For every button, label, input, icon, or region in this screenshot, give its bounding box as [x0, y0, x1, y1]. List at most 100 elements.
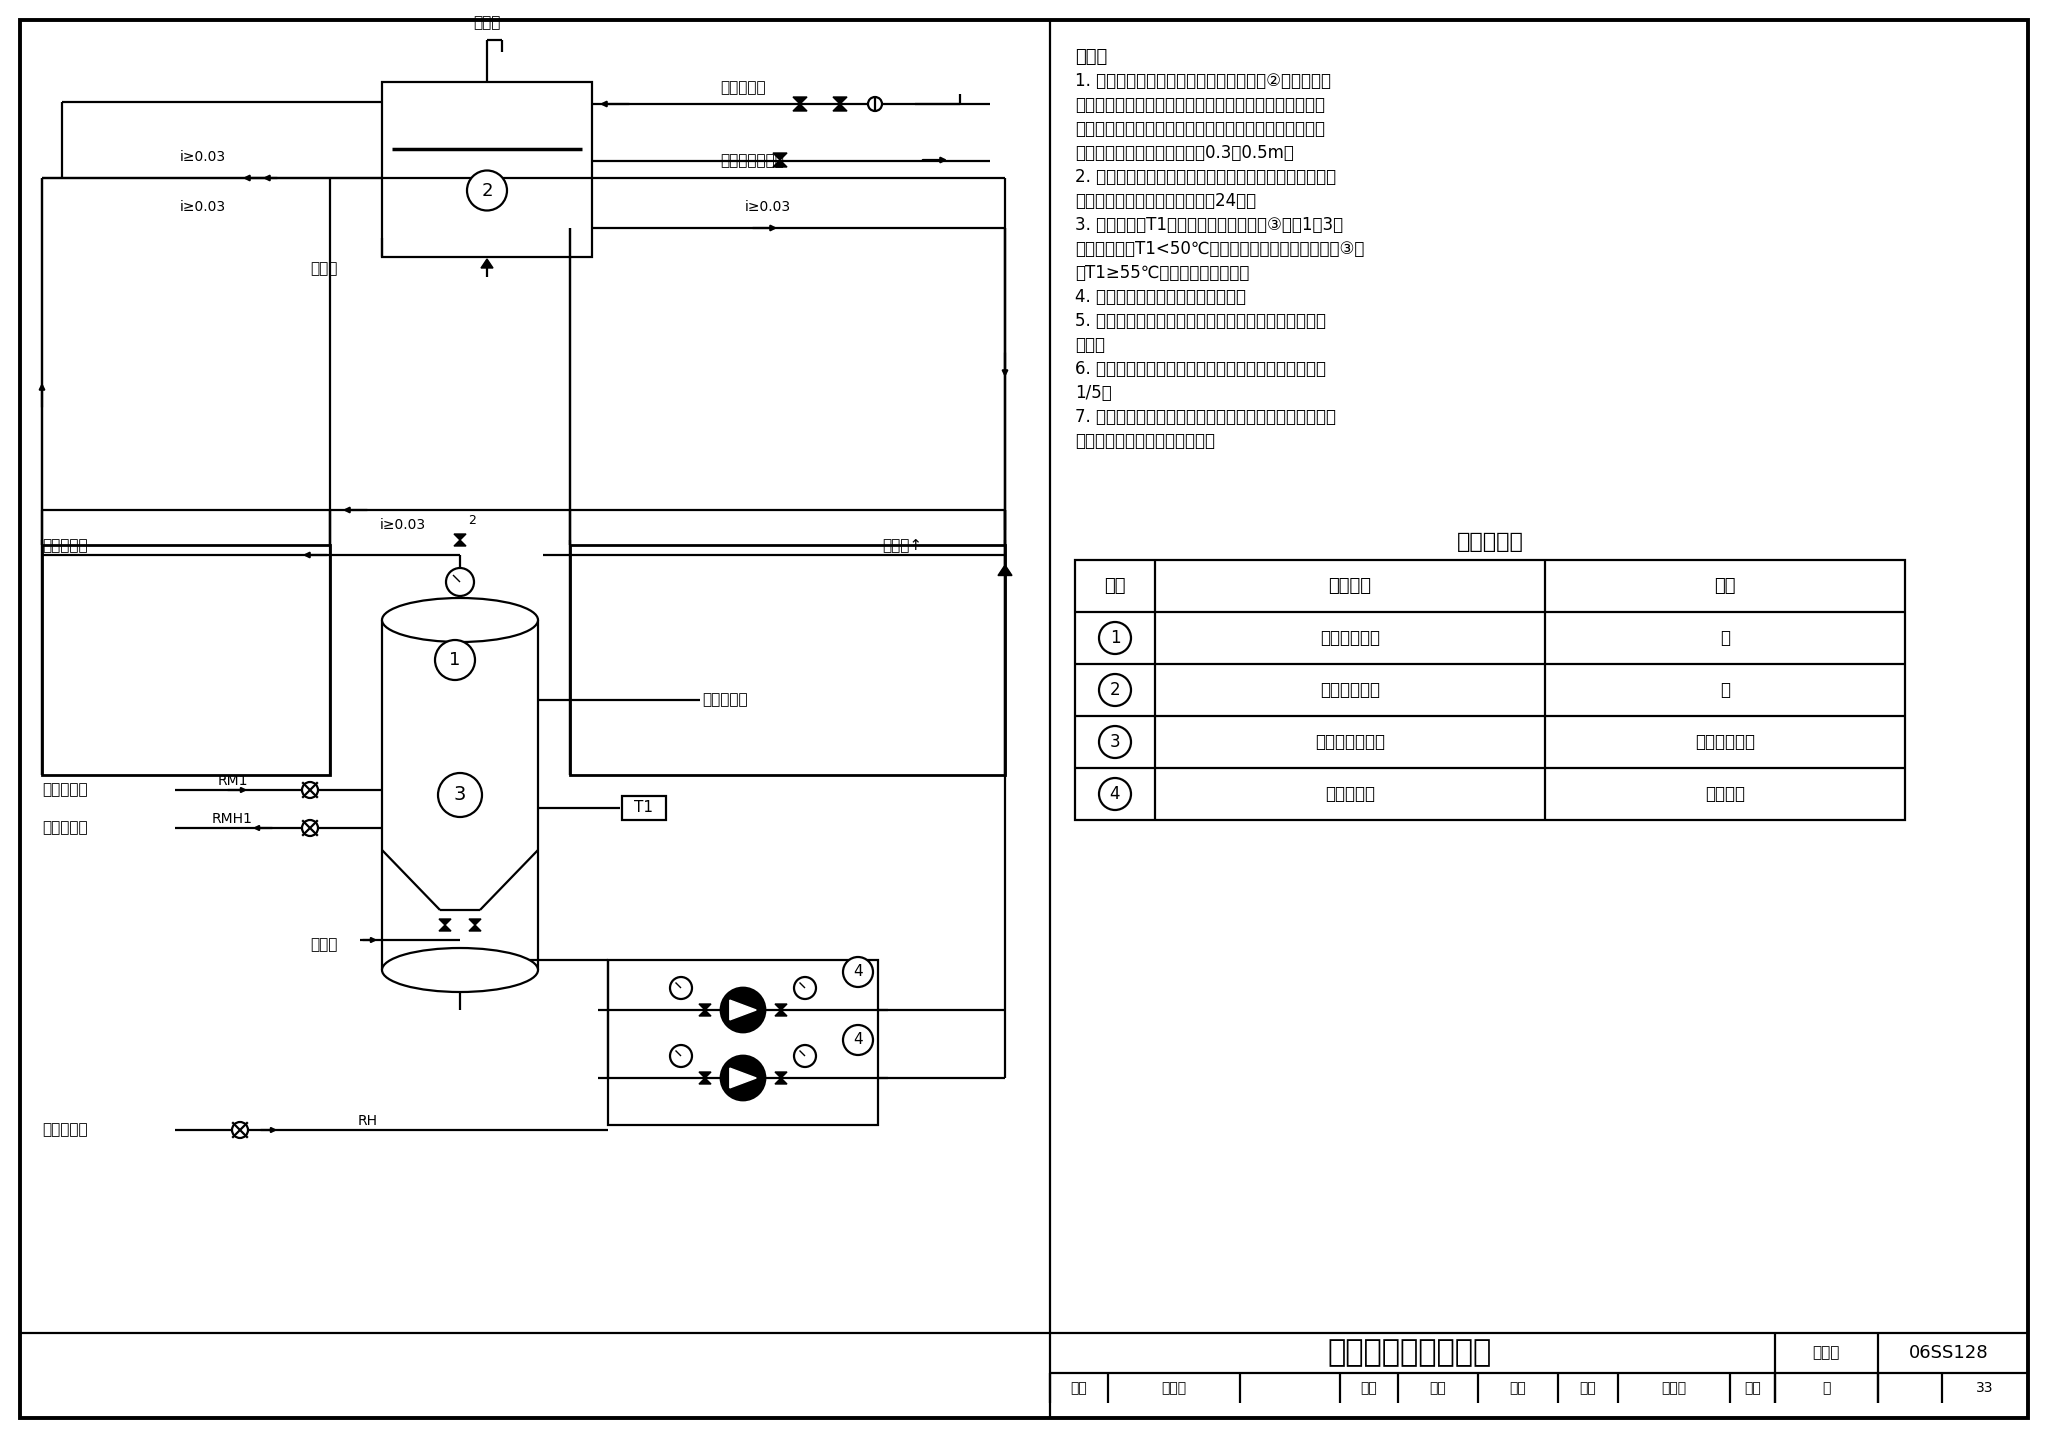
- Text: －: －: [1720, 682, 1731, 699]
- Text: 热水加压泵: 热水加压泵: [1325, 785, 1374, 802]
- Text: 孙峰峰: 孙峰峰: [1661, 1380, 1688, 1395]
- Text: 设备名称: 设备名称: [1329, 577, 1372, 595]
- Text: i≥0.03: i≥0.03: [180, 200, 225, 214]
- Polygon shape: [698, 1071, 711, 1078]
- Text: 高度应满足系统最不利点水压。当高位贮热水箱的设置高: 高度应满足系统最不利点水压。当高位贮热水箱的设置高: [1075, 96, 1325, 114]
- Circle shape: [438, 774, 481, 817]
- Text: 图集号: 图集号: [1812, 1346, 1839, 1360]
- Text: 高位贮热水箱: 高位贮热水箱: [1321, 682, 1380, 699]
- Text: 3: 3: [455, 785, 467, 804]
- Circle shape: [467, 171, 508, 210]
- Text: 郑瑞澄: 郑瑞澄: [1161, 1380, 1186, 1395]
- Text: 6. 生活给水总管的进水管顶部打孔，孔径不小于管径的: 6. 生活给水总管的进水管顶部打孔，孔径不小于管径的: [1075, 360, 1325, 378]
- Text: 审核: 审核: [1071, 1380, 1087, 1395]
- Bar: [608, 961, 879, 1125]
- Circle shape: [844, 1025, 872, 1055]
- Polygon shape: [438, 925, 451, 930]
- Circle shape: [721, 988, 766, 1032]
- Bar: [569, 769, 1006, 775]
- Polygon shape: [469, 919, 481, 925]
- Text: 2: 2: [469, 513, 475, 526]
- Text: 热媒供水管: 热媒供水管: [43, 782, 88, 798]
- Text: 生活给水管: 生活给水管: [721, 81, 766, 95]
- Text: 1: 1: [1110, 628, 1120, 647]
- Polygon shape: [455, 533, 467, 541]
- Bar: [569, 738, 1006, 754]
- Text: 1/5。: 1/5。: [1075, 384, 1112, 403]
- Text: RM1: RM1: [217, 774, 248, 788]
- Text: 3: 3: [1110, 733, 1120, 751]
- Polygon shape: [793, 104, 807, 111]
- Polygon shape: [774, 1004, 786, 1009]
- Circle shape: [1100, 726, 1130, 758]
- Text: 何渲: 何渲: [1509, 1380, 1526, 1395]
- Text: 箱底部与集热器顶部的高差为0.3～0.5m。: 箱底部与集热器顶部的高差为0.3～0.5m。: [1075, 144, 1294, 162]
- Polygon shape: [698, 1004, 711, 1009]
- Bar: [43, 738, 330, 754]
- Text: 33: 33: [1976, 1380, 1995, 1395]
- Text: 设计: 设计: [1579, 1380, 1595, 1395]
- Text: 赵峰: 赵峰: [1745, 1380, 1761, 1395]
- Text: 4. 本系统不宜在可能结冰地区使用。: 4. 本系统不宜在可能结冰地区使用。: [1075, 288, 1245, 306]
- Text: 排污管: 排污管: [309, 938, 338, 952]
- Text: 7. 本图是按照全玻璃真空管太阳能集热器横排并联方式、: 7. 本图是按照全玻璃真空管太阳能集热器横排并联方式、: [1075, 408, 1335, 426]
- Text: 4: 4: [1110, 785, 1120, 802]
- Text: 2: 2: [481, 181, 494, 200]
- Text: 06SS128: 06SS128: [1909, 1345, 1989, 1362]
- Polygon shape: [997, 565, 1012, 575]
- Bar: [43, 705, 330, 720]
- Text: 说明：: 说明：: [1075, 47, 1108, 66]
- Bar: [43, 769, 330, 775]
- Polygon shape: [793, 96, 807, 104]
- Text: 每个的系统集热器数量不宜超过24块。: 每个的系统集热器数量不宜超过24块。: [1075, 193, 1255, 210]
- Text: 4: 4: [854, 965, 862, 979]
- Bar: [569, 577, 1006, 592]
- Circle shape: [721, 1055, 766, 1100]
- Text: 排至安全处: 排至安全处: [702, 693, 748, 707]
- Circle shape: [844, 958, 872, 986]
- Text: RH: RH: [358, 1114, 379, 1127]
- Polygon shape: [438, 919, 451, 925]
- Bar: [623, 797, 666, 820]
- Text: 校对: 校对: [1360, 1380, 1378, 1395]
- Text: 太阳能集热器: 太阳能集热器: [1321, 628, 1380, 647]
- Polygon shape: [481, 259, 494, 267]
- Circle shape: [301, 820, 317, 835]
- Text: 排污管↑: 排污管↑: [883, 538, 922, 554]
- Text: 页: 页: [1823, 1380, 1831, 1395]
- Text: 立式，供热用: 立式，供热用: [1696, 733, 1755, 751]
- Text: i≥0.03: i≥0.03: [180, 150, 225, 164]
- Bar: [43, 577, 330, 592]
- Text: 1. 本系统热水供应压力来自高位贮热水箱②，贮热水箱: 1. 本系统热水供应压力来自高位贮热水箱②，贮热水箱: [1075, 72, 1331, 91]
- Text: 备注: 备注: [1714, 577, 1737, 595]
- Text: 排污管: 排污管: [309, 262, 338, 276]
- Text: i≥0.03: i≥0.03: [745, 200, 791, 214]
- Circle shape: [434, 640, 475, 680]
- Bar: [569, 673, 1006, 689]
- Bar: [383, 82, 592, 257]
- Polygon shape: [698, 1078, 711, 1084]
- Bar: [569, 610, 1006, 626]
- Text: 一用一备: 一用一备: [1706, 785, 1745, 802]
- Polygon shape: [698, 1009, 711, 1017]
- Polygon shape: [772, 152, 786, 160]
- Circle shape: [868, 96, 883, 111]
- Text: 热水回水管: 热水回水管: [43, 1123, 88, 1137]
- Polygon shape: [729, 1068, 756, 1089]
- Text: 度高度不满足最不利点水压要求时，需设热水加压泵。水: 度高度不满足最不利点水压要求时，需设热水加压泵。水: [1075, 119, 1325, 138]
- Ellipse shape: [383, 948, 539, 992]
- Polygon shape: [774, 1009, 786, 1017]
- Text: 热媒回水管: 热媒回水管: [43, 821, 88, 835]
- Bar: [569, 705, 1006, 720]
- Polygon shape: [729, 999, 756, 1020]
- Bar: [43, 610, 330, 626]
- Text: T1: T1: [635, 801, 653, 815]
- Text: 1: 1: [449, 651, 461, 669]
- Text: 4: 4: [854, 1032, 862, 1047]
- Bar: [43, 673, 330, 689]
- Polygon shape: [834, 104, 848, 111]
- Text: 编号: 编号: [1104, 577, 1126, 595]
- Text: 设置热水加压泵的情况绘制的。: 设置热水加压泵的情况绘制的。: [1075, 431, 1214, 450]
- Circle shape: [1100, 778, 1130, 810]
- Circle shape: [670, 1045, 692, 1067]
